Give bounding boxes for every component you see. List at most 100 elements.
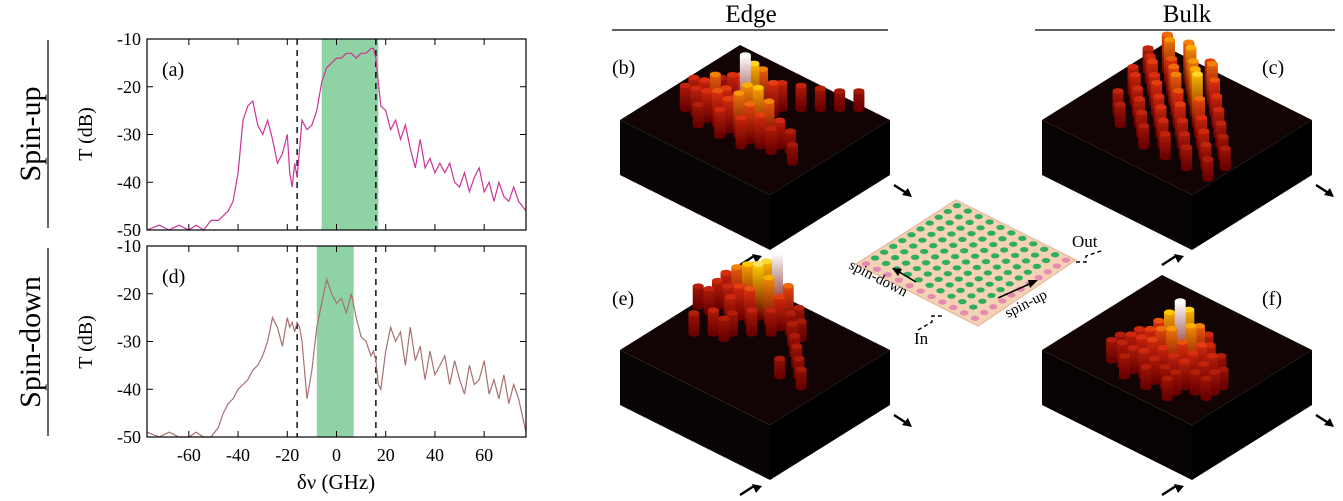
box-left-face (620, 120, 770, 250)
crystal-hole (916, 226, 925, 232)
crystal-hole (1003, 269, 1013, 276)
crystal-hole (967, 231, 976, 237)
intensity-pillar (1200, 375, 1212, 402)
chart-d-series-line (146, 277, 527, 438)
crystal-hole (870, 255, 880, 261)
crystal-hole (939, 248, 949, 254)
crystal-hole (989, 241, 998, 248)
header-bulk: Bulk (1163, 1, 1212, 28)
y-tick-label: -20 (117, 77, 141, 97)
inset-in-label: In (914, 329, 929, 348)
intensity-pillar (722, 95, 734, 134)
chart-a-highlight-band (321, 39, 379, 230)
crystal-hole (925, 220, 934, 226)
panel-label-b: (b) (612, 57, 635, 79)
crystal-hole (956, 225, 965, 231)
chart-a: -10 -20 -30 -40 -50 (a) T (dB) (75, 29, 527, 240)
crystal-hole (927, 293, 936, 300)
crystal-hole (879, 249, 889, 255)
crystal-hole (894, 277, 903, 283)
crystal-hole (996, 287, 1005, 293)
crystal-hole (987, 230, 996, 236)
x-tick-label: 60 (475, 445, 493, 465)
crystal-hole (1016, 286, 1025, 292)
direction-arrow-icon (893, 413, 912, 427)
crystal-hole (998, 236, 1007, 242)
crystal-hole (898, 237, 907, 244)
crystal-hole (970, 253, 980, 259)
header-edge-group: Edge (612, 1, 888, 31)
direction-arrow-icon (1161, 254, 1184, 267)
box-right-face (770, 350, 890, 480)
crystal-hole (938, 299, 947, 305)
crystal-hole (912, 265, 922, 272)
intensity-pillar (776, 79, 788, 113)
chart-d-ticks: -10 -20 -30 -40 -50 -60 -40 -20 0 20 40 60 (117, 236, 526, 465)
x-axis-label: δν (GHz) (297, 470, 375, 494)
crystal-hole (941, 259, 951, 265)
row-label-spin-down: Spin-down (14, 276, 47, 408)
crystal-hole (947, 293, 956, 299)
intensity-pillar (1179, 358, 1190, 391)
chart-a-ticks: -10 -20 -30 -40 -50 (117, 29, 526, 240)
x-tick-label: -60 (177, 445, 201, 465)
row-label-spin-up-group: Spin-up (14, 40, 49, 228)
crystal-hole (945, 282, 954, 288)
crystal-hole (983, 270, 993, 276)
intensity-pillar (1189, 369, 1201, 396)
intensity-pillar (774, 355, 786, 380)
crystal-hole (965, 281, 974, 288)
crystal-hole (909, 243, 918, 249)
crystal-hole (1010, 252, 1020, 259)
crystal-hole (934, 214, 943, 220)
crystal-hole (992, 264, 1002, 270)
crystal-hole (1007, 230, 1016, 236)
crystal-hole (925, 282, 934, 288)
y-tick-label: -50 (117, 427, 141, 447)
crystal-hole (1018, 235, 1027, 241)
row-label-spin-up: Spin-up (14, 86, 47, 181)
box-top-face (620, 275, 890, 425)
crystal-hole (952, 203, 962, 209)
crystal-hole (985, 219, 994, 225)
row-label-spin-down-group: Spin-down (14, 248, 49, 436)
crystal-hole (976, 225, 985, 231)
x-tick-label: 40 (426, 445, 444, 465)
crystal-hole (919, 248, 929, 255)
crystal-hole (990, 253, 1000, 259)
intensity-pillar (1149, 355, 1160, 385)
chart-d-panel-label: (d) (162, 266, 185, 288)
panel-e-3d-intensity (620, 250, 912, 497)
crystal-hole (945, 220, 954, 226)
crystal-hole (889, 243, 898, 249)
intensity-pillar (707, 307, 719, 337)
crystal-hole (929, 243, 938, 249)
crystal-hole (989, 304, 998, 310)
crystal-hole (959, 310, 969, 316)
crystal-hole (890, 255, 900, 261)
crystal-hole (927, 231, 936, 237)
header-edge: Edge (725, 1, 776, 28)
intensity-pillar (746, 307, 758, 337)
intensity-pillar (1159, 130, 1171, 161)
direction-arrow-icon (1315, 183, 1334, 197)
intensity-pillar (735, 114, 747, 150)
crystal-hole (1014, 275, 1023, 281)
intensity-pillar (1119, 352, 1130, 380)
direction-arrow-icon (1315, 413, 1334, 427)
crystal-hole (949, 242, 958, 248)
x-tick-label: -40 (226, 445, 250, 465)
crystal-hole (963, 270, 973, 276)
intensity-pillar (744, 101, 756, 145)
crystal-hole (970, 315, 980, 321)
crystal-hole (921, 260, 931, 266)
crystal-hole (972, 264, 982, 271)
intensity-pillar (1181, 144, 1193, 172)
box-left-face (1042, 350, 1192, 480)
crystal-hole (914, 277, 923, 283)
crystal-hole (979, 247, 989, 253)
crystal-hole (1052, 263, 1062, 269)
intensity-pillar (1161, 375, 1173, 402)
crystal-hole (1041, 257, 1051, 264)
crystal-hole (934, 276, 943, 283)
